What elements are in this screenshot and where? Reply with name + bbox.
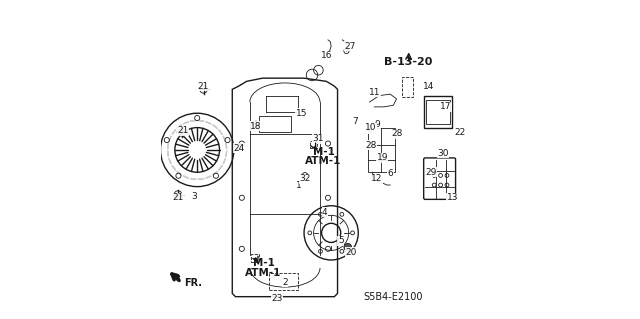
Text: 4: 4: [322, 208, 328, 217]
Text: 32: 32: [300, 174, 310, 183]
Text: 6: 6: [387, 169, 393, 178]
Text: 3: 3: [191, 192, 197, 201]
Polygon shape: [212, 125, 218, 129]
Text: 28: 28: [365, 141, 377, 150]
Text: ATM-1: ATM-1: [245, 268, 282, 278]
Text: B-13-20: B-13-20: [383, 57, 432, 67]
Bar: [403, 77, 413, 97]
Text: 14: 14: [423, 82, 434, 91]
Polygon shape: [219, 165, 222, 170]
Text: 29: 29: [426, 168, 436, 177]
Bar: [426, 100, 449, 124]
Text: 23: 23: [271, 294, 283, 303]
Text: M-1: M-1: [312, 146, 335, 157]
Bar: [269, 273, 298, 290]
Text: 21: 21: [172, 193, 184, 202]
Bar: [310, 141, 317, 148]
Text: 20: 20: [346, 248, 357, 256]
Polygon shape: [223, 136, 225, 142]
Circle shape: [344, 243, 351, 251]
Text: 21: 21: [177, 126, 189, 135]
Text: 30: 30: [437, 149, 449, 158]
Text: FR.: FR.: [175, 277, 202, 287]
Polygon shape: [223, 158, 225, 164]
Text: 9: 9: [374, 120, 380, 129]
Polygon shape: [172, 165, 176, 170]
Bar: [316, 134, 321, 139]
Text: 10: 10: [365, 123, 376, 132]
Text: 24: 24: [234, 144, 244, 153]
Text: 18: 18: [250, 122, 261, 130]
Text: S5B4-E2100: S5B4-E2100: [363, 292, 422, 302]
Text: 31: 31: [313, 134, 324, 143]
Bar: [424, 96, 452, 128]
Bar: [259, 116, 291, 132]
Text: 2: 2: [282, 278, 288, 287]
Bar: [252, 254, 259, 262]
Polygon shape: [205, 122, 211, 124]
Polygon shape: [219, 130, 222, 135]
Polygon shape: [169, 136, 172, 142]
Polygon shape: [226, 143, 227, 149]
Text: 21: 21: [197, 82, 209, 91]
Text: 28: 28: [391, 130, 403, 138]
Polygon shape: [183, 122, 189, 124]
Polygon shape: [226, 151, 227, 157]
Polygon shape: [183, 176, 189, 178]
Text: ATM-1: ATM-1: [305, 156, 342, 166]
Text: 19: 19: [376, 153, 388, 162]
Text: 5: 5: [338, 236, 344, 245]
Bar: [368, 128, 395, 172]
Polygon shape: [177, 171, 182, 175]
Text: 15: 15: [296, 109, 307, 118]
Text: 7: 7: [352, 117, 358, 126]
Polygon shape: [172, 130, 176, 135]
Text: 16: 16: [321, 51, 333, 60]
Text: M-1: M-1: [253, 258, 275, 268]
Text: 17: 17: [440, 102, 452, 111]
Polygon shape: [212, 171, 218, 175]
Text: 1: 1: [296, 181, 302, 189]
Text: 22: 22: [455, 128, 466, 137]
Polygon shape: [177, 125, 182, 129]
Text: 8: 8: [367, 125, 372, 134]
Text: 27: 27: [344, 42, 356, 51]
Text: 12: 12: [371, 174, 383, 183]
Polygon shape: [205, 176, 211, 178]
Text: 13: 13: [447, 193, 458, 202]
Text: 11: 11: [369, 88, 381, 97]
Polygon shape: [169, 158, 172, 164]
